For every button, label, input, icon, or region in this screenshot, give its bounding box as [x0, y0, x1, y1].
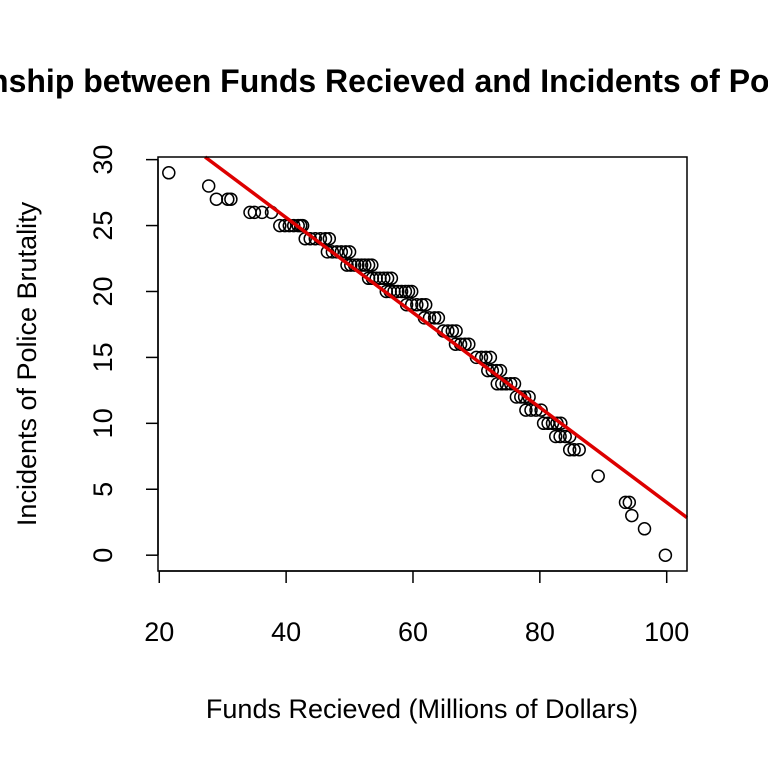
data-point	[247, 205, 262, 220]
data-point	[625, 508, 639, 523]
y-tick-label: 30	[88, 145, 118, 175]
data-point	[377, 271, 391, 286]
data-point	[339, 245, 353, 259]
data-point	[221, 192, 235, 206]
data-point	[524, 403, 538, 417]
data-point	[391, 284, 405, 299]
data-point	[398, 284, 413, 299]
title-group: Relationship between Funds Recieved and …	[0, 63, 768, 99]
x-axis: 20 40 60 80 100	[144, 570, 689, 647]
y-axis: 0 5 10 15 20 25 30	[88, 145, 159, 563]
x-axis-label: Funds Recieved (Millions of Dollars)	[206, 694, 638, 724]
plot-frame	[157, 156, 688, 572]
data-point	[278, 218, 292, 233]
chart-title: Relationship between Funds Recieved and …	[0, 63, 768, 99]
data-point	[162, 166, 176, 180]
data-point	[445, 324, 460, 338]
data-point	[418, 297, 433, 312]
data-point	[201, 179, 216, 193]
data-point	[448, 337, 463, 351]
data-point	[534, 403, 548, 417]
data-point	[536, 416, 551, 431]
data-point	[384, 271, 399, 286]
data-point	[354, 258, 369, 272]
data-point	[286, 218, 301, 233]
y-tick-label: 0	[88, 548, 118, 563]
data-point	[572, 442, 586, 457]
data-point	[499, 377, 513, 391]
data-point	[401, 284, 416, 299]
data-point	[553, 429, 567, 444]
data-point	[325, 245, 340, 259]
data-point	[562, 442, 577, 457]
x-tick-label: 20	[144, 617, 174, 647]
data-point	[554, 416, 568, 431]
x-tick-label: 100	[644, 617, 689, 647]
data-point	[462, 337, 476, 351]
y-tick-label: 10	[88, 408, 118, 438]
data-point	[308, 231, 323, 246]
data-point	[322, 231, 337, 246]
data-point	[255, 205, 269, 220]
x-tick-label: 60	[398, 617, 428, 647]
y-axis-label: Incidents of Police Brutality	[12, 201, 42, 526]
data-point	[361, 258, 376, 272]
data-point	[658, 548, 673, 562]
data-point	[449, 324, 463, 338]
data-point	[517, 390, 532, 404]
data-point	[273, 218, 287, 233]
data-point	[558, 429, 572, 444]
data-point	[591, 469, 605, 483]
data-point	[637, 522, 652, 536]
data-point	[340, 258, 354, 272]
data-point	[618, 495, 633, 510]
data-point	[548, 429, 563, 444]
data-point	[431, 311, 446, 325]
data-point	[485, 363, 500, 378]
data-point	[479, 350, 493, 365]
data-point	[318, 231, 333, 246]
data-point	[209, 192, 224, 206]
data-point	[483, 350, 498, 365]
data-point	[404, 284, 419, 299]
data-point	[365, 258, 379, 272]
y-tick-label: 5	[88, 482, 118, 497]
data-point	[415, 297, 429, 312]
data-point	[503, 377, 518, 391]
data-point	[519, 403, 533, 417]
data-point	[344, 258, 358, 272]
data-point	[342, 245, 357, 259]
chart-marks	[162, 166, 673, 562]
x-tick-label: 80	[525, 617, 555, 647]
data-point	[380, 271, 395, 286]
data-point	[394, 284, 409, 299]
data-point	[622, 495, 637, 510]
y-tick-label: 25	[88, 211, 118, 241]
x-tick-label: 40	[271, 617, 301, 647]
data-point	[410, 297, 424, 312]
data-point	[427, 311, 442, 325]
y-tick-label: 20	[88, 276, 118, 306]
data-point	[224, 192, 238, 206]
regression-line	[204, 155, 689, 520]
y-tick-label: 15	[88, 342, 118, 372]
data-point	[567, 442, 581, 457]
data-point	[358, 258, 372, 272]
